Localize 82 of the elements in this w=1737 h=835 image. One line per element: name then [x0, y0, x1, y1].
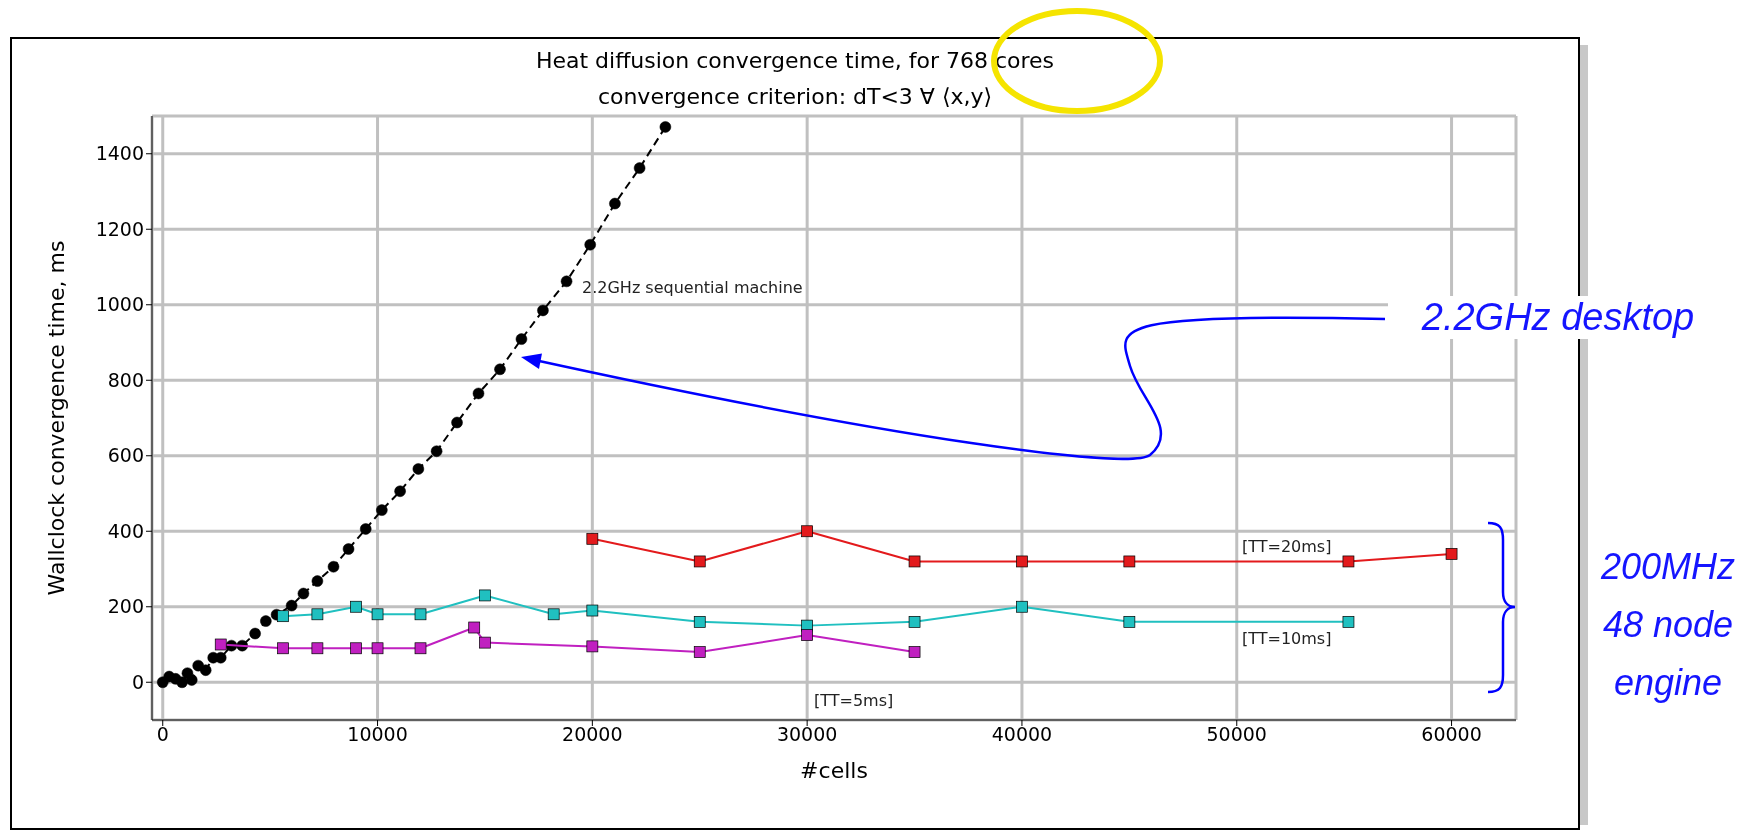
point	[371, 642, 384, 655]
point	[359, 523, 372, 535]
point	[414, 642, 427, 655]
point	[908, 646, 921, 658]
x-tick-label: 40000	[991, 723, 1053, 746]
point	[584, 238, 596, 251]
point	[801, 525, 813, 538]
point	[547, 608, 560, 621]
y-tick-label: 800	[107, 368, 144, 391]
point	[214, 638, 227, 651]
point	[586, 640, 599, 653]
point	[260, 615, 272, 627]
point	[277, 642, 289, 655]
point	[371, 608, 384, 621]
point	[412, 463, 425, 475]
point	[311, 575, 324, 587]
y-tick-label: 1000	[95, 293, 144, 316]
point	[185, 674, 198, 686]
point	[249, 627, 261, 640]
y-tick-label: 1200	[95, 217, 144, 240]
y-tick-label: 1400	[95, 142, 144, 165]
point	[609, 197, 621, 210]
point	[1123, 616, 1136, 628]
point	[693, 555, 706, 568]
point	[350, 642, 362, 655]
x-tick-label: 30000	[776, 723, 838, 746]
point	[472, 387, 485, 400]
point	[1445, 548, 1458, 560]
x-tick-label: 60000	[1421, 723, 1482, 746]
point	[285, 599, 298, 612]
annotation: 2.2GHz desktop	[1388, 296, 1728, 339]
point	[479, 636, 491, 649]
point	[327, 560, 340, 573]
point	[350, 600, 362, 613]
y-tick-label: 400	[107, 519, 144, 542]
y-tick-label: 0	[131, 670, 144, 693]
point	[1342, 555, 1355, 568]
point	[342, 543, 355, 555]
y-axis-title: Wallclock convergence time, ms	[43, 240, 69, 596]
point	[908, 616, 921, 628]
point	[801, 629, 813, 641]
point	[479, 589, 491, 602]
point	[1016, 555, 1028, 568]
x-tick-label: 20000	[562, 723, 623, 746]
point	[693, 616, 706, 628]
point	[311, 642, 324, 655]
point	[1016, 600, 1028, 613]
point	[451, 416, 463, 429]
point	[586, 604, 599, 617]
point	[297, 587, 310, 600]
y-tick-label: 200	[107, 595, 144, 618]
chart-subtitle: convergence criterion: dT<3 ∀ ⟨x,y⟩	[596, 84, 994, 109]
point	[560, 275, 573, 288]
point	[468, 621, 481, 634]
point	[430, 445, 443, 457]
point	[693, 646, 706, 658]
point	[494, 363, 506, 376]
x-tick-label: 50000	[1206, 723, 1267, 746]
point	[1123, 555, 1136, 568]
x-axis-title: #cells	[800, 758, 868, 783]
point	[394, 485, 406, 497]
point	[376, 504, 388, 516]
annotation: [TT=10ms]	[1242, 629, 1332, 648]
point	[199, 664, 212, 676]
point	[659, 121, 672, 133]
annotation: [TT=20ms]	[1242, 537, 1332, 556]
x-tick-label: 10000	[347, 723, 408, 746]
chart-title: Heat diffusion convergence time, for 768 cores	[534, 48, 1056, 73]
x-tick-label: 0	[156, 723, 169, 746]
point	[537, 304, 549, 317]
annotation: [TT=5ms]	[814, 691, 894, 710]
point	[1342, 616, 1355, 628]
point	[515, 333, 528, 345]
text: 200MHz 48 node engine	[1599, 545, 1737, 705]
point	[633, 162, 646, 174]
annotation: 2.2GHz sequential machine	[582, 278, 803, 297]
point	[311, 608, 324, 621]
point	[908, 555, 921, 568]
point	[277, 610, 289, 623]
point	[586, 532, 599, 545]
point	[414, 608, 427, 621]
y-tick-label: 600	[107, 444, 144, 467]
